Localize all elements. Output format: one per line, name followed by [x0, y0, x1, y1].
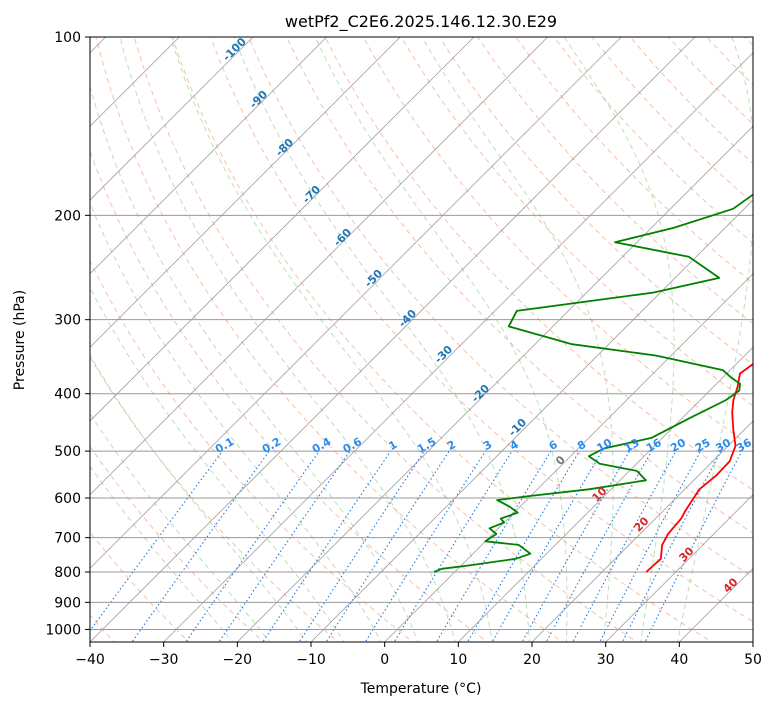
x-tick-label: 50: [744, 652, 762, 668]
mixing-ratio-line: [466, 450, 580, 642]
y-tick-label: 300: [54, 313, 81, 329]
dry-adiabat-line: [95, 37, 564, 642]
y-tick-label: 400: [54, 387, 81, 403]
mixing-ratio-line: [599, 450, 701, 642]
y-axis-label: Pressure (hPa): [12, 290, 28, 390]
y-tick-label: 100: [54, 30, 81, 46]
dry-adiabat-line: [210, 37, 753, 623]
y-axis-ticks: 100 200 300 400 500 600 700 800 900 1000: [45, 30, 90, 638]
dry-adiabat-line: [477, 37, 753, 325]
y-tick-label: 900: [54, 595, 81, 611]
isotherm-gridline: [458, 346, 753, 642]
mixing-ratio-line: [572, 450, 677, 642]
mixing-ratio-line: [364, 450, 486, 642]
profile-lines: [433, 193, 753, 573]
x-tick-label: 40: [670, 652, 688, 668]
mixing-ratio-line: [131, 450, 270, 642]
dry-adiabat-line: [90, 150, 489, 642]
mixing-ratio-line: [262, 450, 392, 642]
x-tick-label: −10: [296, 652, 326, 668]
x-tick-label: −40: [75, 652, 105, 668]
x-tick-label: 10: [449, 652, 467, 668]
moist-adiabat-line: [90, 201, 382, 642]
y-tick-label: 800: [54, 565, 81, 581]
isotherm-gridline: [90, 37, 327, 275]
isotherm-gridline: [163, 52, 753, 642]
mixing-ratio-line: [90, 450, 223, 632]
mixing-ratio-line: [393, 450, 513, 642]
y-tick-label: 700: [54, 531, 81, 547]
moist-adiabat-line: [563, 37, 675, 642]
y-tick-label: 500: [54, 444, 81, 460]
mixing-ratio-line: [298, 450, 425, 642]
grid-lines: [90, 37, 753, 642]
y-tick-label: 200: [54, 208, 81, 224]
moist-adiabat-line: [421, 37, 614, 642]
mixing-ratio-line: [218, 450, 351, 642]
x-axis-ticks: −40 −30 −20 −10 0 10 20 30 40 50: [75, 642, 762, 668]
plot-frame: [89, 36, 754, 643]
moist-adiabat-line: [314, 37, 568, 642]
isotherm-gridline: [90, 37, 696, 642]
mixing-ratio-line: [621, 450, 722, 642]
moist-adiabat-line: [119, 37, 456, 642]
x-tick-label: −20: [223, 652, 253, 668]
dry-adiabat-line: [324, 37, 753, 491]
isotherm-gridline: [605, 494, 753, 642]
y-tick-label: 1000: [45, 622, 81, 638]
isotherm-gridline: [90, 37, 401, 348]
x-tick-label: 20: [523, 652, 541, 668]
chart-title: wetPf2_C2E6.2025.146.12.30.E29: [285, 12, 557, 32]
moist-adiabat-line: [170, 37, 493, 642]
isotherm-gridline: [531, 420, 753, 642]
isotherm-gridline: [90, 37, 254, 201]
x-tick-label: −30: [149, 652, 179, 668]
isotherm-gridline: [90, 37, 548, 496]
profile-series-1: [433, 193, 753, 573]
mixing-ratio-line: [325, 450, 450, 642]
isotherm-gridline: [90, 37, 475, 422]
x-tick-label: 30: [597, 652, 615, 668]
moist-adiabat-line: [90, 354, 308, 642]
profile-series-0: [645, 362, 753, 573]
x-tick-label: 0: [380, 652, 389, 668]
isotherm-gridline: [310, 199, 753, 642]
isotherm-gridline: [237, 125, 753, 642]
x-axis-label: Temperature (°C): [360, 681, 482, 697]
mixing-ratio-line: [185, 450, 320, 642]
isotherm-gridline: [90, 37, 622, 569]
y-tick-label: 600: [54, 491, 81, 507]
dry-adiabat-line: [362, 37, 753, 449]
